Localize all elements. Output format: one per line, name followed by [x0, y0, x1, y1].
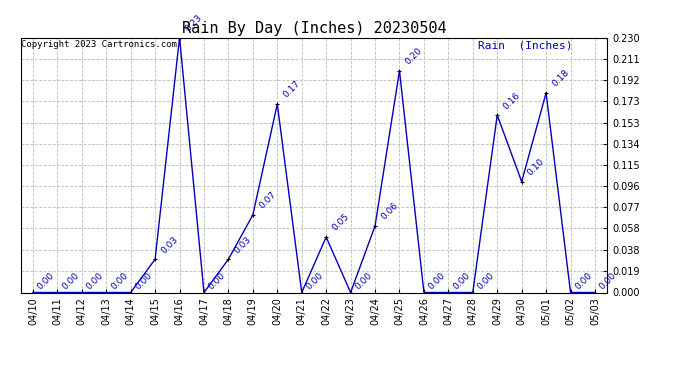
Text: 0.17: 0.17 — [282, 79, 302, 100]
Text: 0.00: 0.00 — [60, 270, 81, 291]
Text: 0.03: 0.03 — [159, 234, 180, 255]
Text: 0.18: 0.18 — [550, 68, 571, 89]
Text: 0.00: 0.00 — [475, 270, 496, 291]
Text: 0.00: 0.00 — [353, 270, 374, 291]
Text: 0.06: 0.06 — [380, 201, 400, 222]
Text: Rain  (Inches): Rain (Inches) — [478, 40, 573, 50]
Text: 0.00: 0.00 — [304, 270, 325, 291]
Text: 0.00: 0.00 — [133, 270, 154, 291]
Text: 0.00: 0.00 — [85, 270, 105, 291]
Text: 0.00: 0.00 — [109, 270, 130, 291]
Text: 0.05: 0.05 — [331, 212, 351, 233]
Text: 0.07: 0.07 — [257, 190, 277, 211]
Text: 0.20: 0.20 — [404, 46, 424, 67]
Text: 0.00: 0.00 — [426, 270, 447, 291]
Text: 0.03: 0.03 — [233, 234, 253, 255]
Text: 0.16: 0.16 — [502, 90, 522, 111]
Text: 0.00: 0.00 — [207, 270, 227, 291]
Text: 0.00: 0.00 — [573, 270, 594, 291]
Title: Rain By Day (Inches) 20230504: Rain By Day (Inches) 20230504 — [181, 21, 446, 36]
Text: 0.00: 0.00 — [36, 270, 57, 291]
Text: Copyright 2023 Cartronics.com: Copyright 2023 Cartronics.com — [21, 40, 177, 49]
Text: 0.00: 0.00 — [451, 270, 472, 291]
Text: 0.10: 0.10 — [526, 157, 546, 177]
Text: 0.23: 0.23 — [184, 13, 204, 33]
Text: 0.00: 0.00 — [598, 270, 618, 291]
